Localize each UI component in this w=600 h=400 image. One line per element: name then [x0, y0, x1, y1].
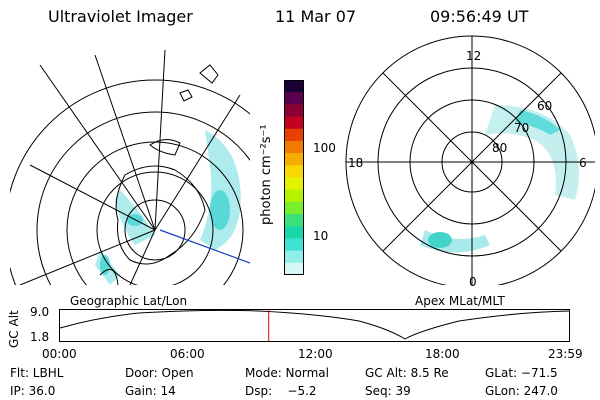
- lat-label-80: 80: [492, 141, 508, 155]
- y-tick-low: 1.8: [30, 330, 50, 344]
- flt-info: Flt: LBHL: [10, 366, 64, 380]
- glat-info: GLat: −71.5: [485, 366, 558, 380]
- colorbar: [284, 80, 304, 275]
- timeline-plot: [59, 309, 570, 342]
- colorbar-segment: [284, 104, 304, 118]
- gc-alt-info: GC Alt: 8.5 Re: [365, 366, 449, 380]
- lat-label-60: 60: [537, 99, 553, 113]
- colorbar-segment: [284, 92, 304, 105]
- colorbar-segment: [284, 80, 304, 93]
- aurora-emission-right: [420, 105, 579, 253]
- colorbar-segment: [284, 165, 304, 178]
- apex-polar-plot: [345, 35, 595, 285]
- x-tick-1800: 18:00: [425, 347, 460, 361]
- colorbar-label: photon cm⁻²s⁻¹: [259, 124, 274, 225]
- colorbar-segment: [284, 214, 304, 227]
- colorbar-segment: [284, 153, 304, 166]
- colorbar-tick-10: 10: [313, 229, 329, 243]
- colorbar-segment: [284, 250, 304, 264]
- x-tick-0600: 06:00: [170, 347, 205, 361]
- instrument-title: Ultraviolet Imager: [48, 7, 193, 26]
- orbit-track: [159, 229, 250, 264]
- altitude-curve: [59, 309, 570, 340]
- timeline-ylabel: GC Alt: [7, 310, 21, 348]
- colorbar-segment: [284, 238, 304, 252]
- colorbar-segment: [284, 201, 304, 215]
- colorbar-segment: [284, 128, 304, 142]
- seq-info: Seq: 39: [365, 384, 411, 398]
- date-label: 11 Mar 07: [275, 7, 357, 26]
- colorbar-segment: [284, 116, 304, 130]
- dsp-info: Dsp: −5.2: [245, 384, 317, 398]
- x-tick-0000: 00:00: [42, 347, 77, 361]
- x-tick-1200: 12:00: [298, 347, 333, 361]
- apex-label: Apex MLat/MLT: [415, 294, 505, 308]
- mode-info: Mode: Normal: [245, 366, 329, 380]
- ip-info: IP: 36.0: [10, 384, 56, 398]
- mlt-label-12: 12: [466, 49, 482, 63]
- x-tick-2359: 23:59: [548, 347, 583, 361]
- colorbar-segment: [284, 262, 304, 275]
- colorbar-segment: [284, 226, 304, 239]
- mlt-label-18: 18: [348, 156, 364, 170]
- lat-label-70: 70: [514, 121, 530, 135]
- colorbar-tick-100: 100: [313, 141, 336, 155]
- door-info: Door: Open: [125, 366, 194, 380]
- geographic-label: Geographic Lat/Lon: [70, 294, 188, 308]
- geographic-map: [10, 49, 250, 285]
- mlt-label-6: 6: [579, 156, 587, 170]
- colorbar-segment: [284, 140, 304, 154]
- antarctica-coastline: [115, 165, 206, 265]
- gain-info: Gain: 14: [125, 384, 176, 398]
- time-label: 09:56:49 UT: [430, 7, 529, 26]
- colorbar-segment: [284, 189, 304, 203]
- colorbar-segment: [284, 177, 304, 191]
- glon-info: GLon: 247.0: [485, 384, 558, 398]
- mlt-label-0: 0: [469, 275, 477, 289]
- y-tick-high: 9.0: [30, 305, 50, 319]
